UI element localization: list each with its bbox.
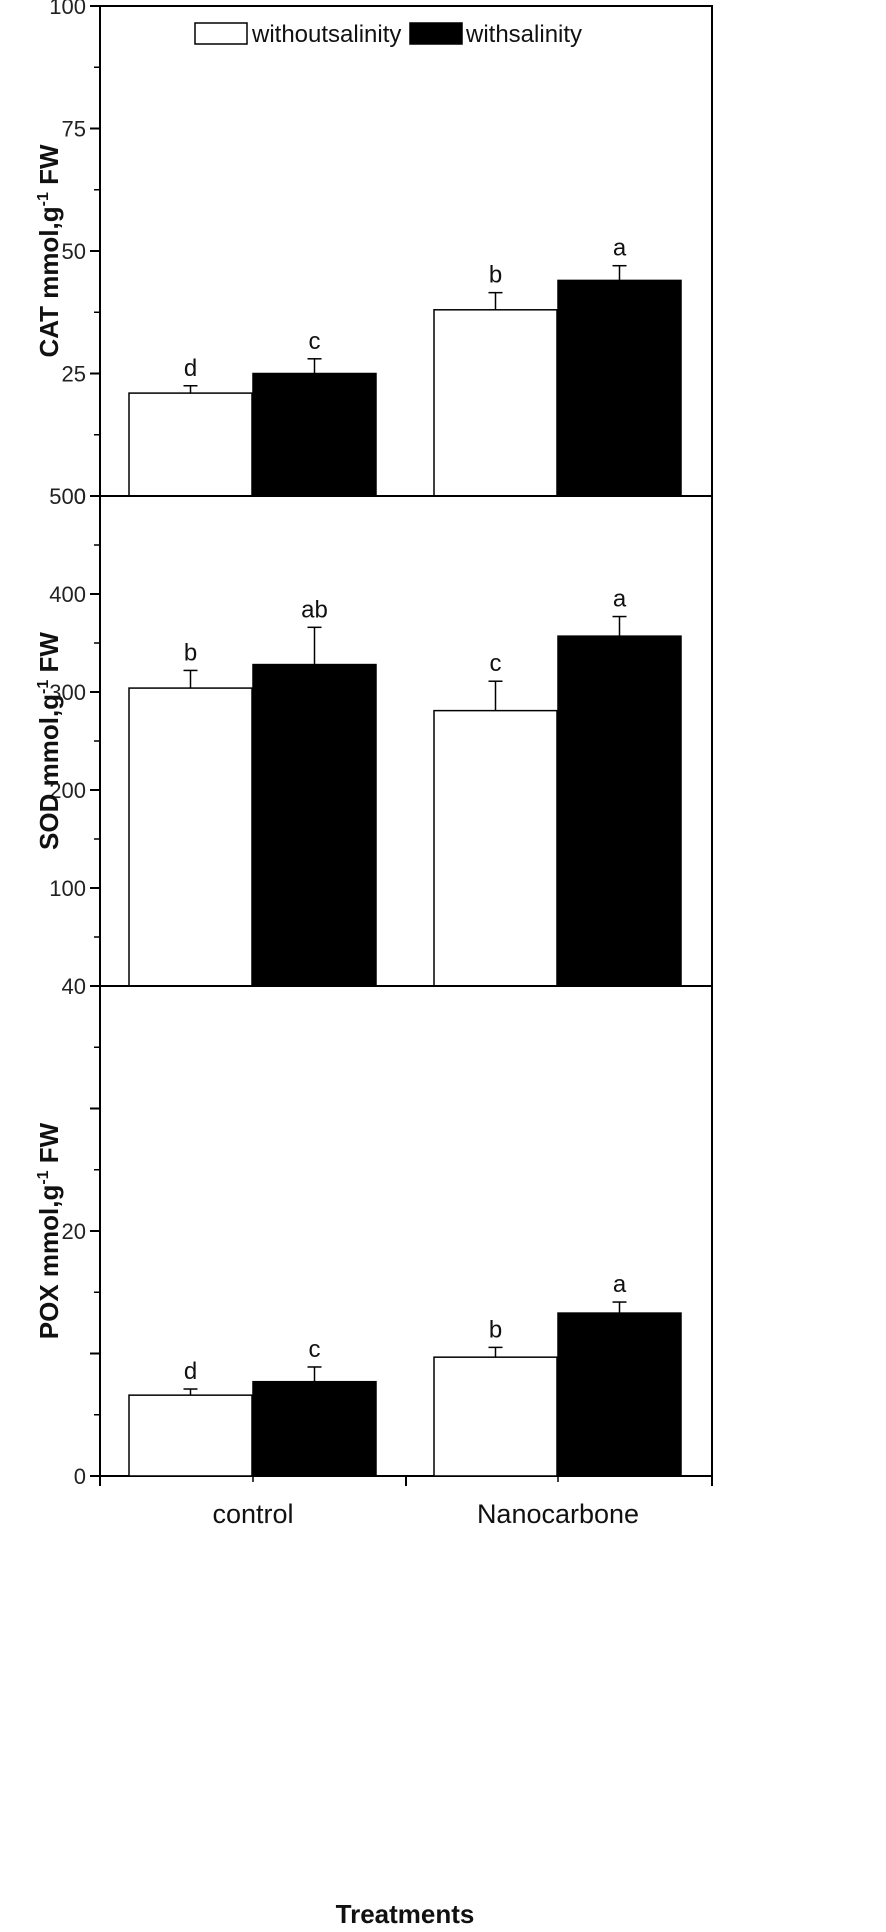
y-tick-label: 0: [74, 484, 86, 509]
legend-label: withsalinity: [465, 21, 582, 48]
y-tick-label: 300: [49, 680, 86, 705]
legend-swatch: [409, 22, 463, 45]
y-axis-title: POX mmol,g-1 FW: [34, 1122, 64, 1339]
y-tick-label: 25: [62, 362, 86, 387]
x-tick-label: Nanocarbone: [477, 1499, 639, 1529]
x-axis-labels: control Nanocarbone: [99, 1476, 713, 1529]
bar: [252, 663, 377, 987]
y-tick-label: 100: [49, 876, 86, 901]
bar: [433, 1356, 558, 1477]
significance-letter: b: [489, 1316, 502, 1343]
bar: [557, 1312, 682, 1477]
x-tick-label: control: [212, 1499, 293, 1529]
bar: [557, 635, 682, 987]
significance-letter: a: [613, 1271, 627, 1298]
y-tick-label: 500: [49, 484, 86, 509]
y-tick-label: 75: [62, 117, 86, 142]
bar: [252, 1380, 377, 1477]
y-tick-label: 100: [49, 0, 86, 19]
significance-letter: c: [490, 650, 502, 677]
significance-letter: ab: [301, 596, 328, 623]
legend-label: withoutsalinity: [251, 21, 401, 48]
chart-panel-2: 100 200 300 400 500 SOD mmol,g-1 FW b c ab a: [34, 484, 713, 987]
chart-panel-1: 0 25 50 75 100 CAT mmol,g-1 FW d b c a: [34, 0, 713, 509]
y-tick-label: 200: [49, 778, 86, 803]
bar: [433, 309, 558, 497]
y-tick-label: 50: [62, 239, 86, 264]
significance-letter: b: [489, 262, 502, 289]
y-tick-label: 40: [62, 974, 86, 999]
y-tick-label: 400: [49, 582, 86, 607]
bar: [128, 1394, 253, 1477]
significance-letter: d: [184, 1358, 197, 1385]
legend-swatch: [194, 22, 248, 45]
y-axis-title: SOD mmol,g-1 FW: [34, 632, 64, 850]
chart-panel-3: 0 20 40 POX mmol,g-1 FW d b c a: [34, 974, 713, 1489]
significance-letter: a: [613, 235, 627, 262]
legend: withoutsalinity withsalinity: [194, 21, 582, 48]
y-tick-label: 0: [74, 1464, 86, 1489]
significance-letter: d: [184, 355, 197, 382]
significance-letter: c: [309, 1336, 321, 1363]
y-axis-title: CAT mmol,g-1 FW: [34, 144, 64, 358]
bar: [128, 392, 253, 497]
bar: [252, 372, 377, 497]
y-tick-label: 20: [62, 1219, 86, 1244]
significance-letter: c: [309, 328, 321, 355]
bar: [128, 687, 253, 987]
bar: [557, 279, 682, 497]
x-axis-title: Treatments: [336, 1899, 475, 1929]
bar: [433, 709, 558, 987]
significance-letter: a: [613, 586, 627, 613]
significance-letter: b: [184, 639, 197, 666]
